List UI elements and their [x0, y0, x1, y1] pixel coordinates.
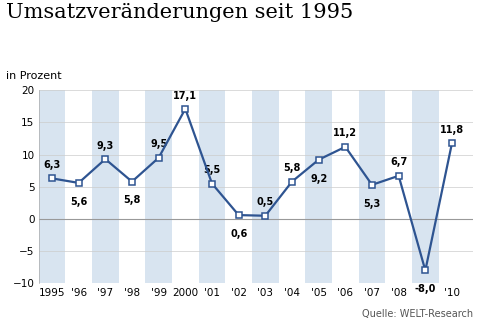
- Text: 5,8: 5,8: [123, 195, 141, 205]
- Bar: [92, 90, 119, 283]
- Text: 17,1: 17,1: [173, 90, 198, 100]
- Bar: [199, 90, 226, 283]
- Bar: [359, 90, 385, 283]
- Text: Umsatzveränderungen seit 1995: Umsatzveränderungen seit 1995: [6, 3, 354, 22]
- Text: 5,6: 5,6: [70, 197, 87, 207]
- Text: 5,5: 5,5: [203, 165, 221, 175]
- Text: 9,3: 9,3: [97, 141, 114, 151]
- Bar: [252, 90, 279, 283]
- Text: 5,3: 5,3: [363, 199, 381, 209]
- Text: 6,3: 6,3: [43, 160, 60, 170]
- Text: 6,7: 6,7: [390, 157, 407, 167]
- Bar: [305, 90, 332, 283]
- Text: 9,2: 9,2: [310, 174, 327, 184]
- Text: Quelle: WELT-Research: Quelle: WELT-Research: [362, 309, 473, 319]
- Bar: [39, 90, 65, 283]
- Text: 5,8: 5,8: [284, 163, 301, 173]
- Text: 0,5: 0,5: [256, 197, 274, 207]
- Bar: [412, 90, 439, 283]
- Text: 11,2: 11,2: [333, 128, 357, 138]
- Text: 9,5: 9,5: [150, 139, 167, 149]
- Text: 0,6: 0,6: [230, 229, 247, 239]
- Text: -8,0: -8,0: [414, 284, 436, 294]
- Text: 11,8: 11,8: [440, 125, 464, 135]
- Text: in Prozent: in Prozent: [6, 71, 62, 81]
- Bar: [145, 90, 172, 283]
